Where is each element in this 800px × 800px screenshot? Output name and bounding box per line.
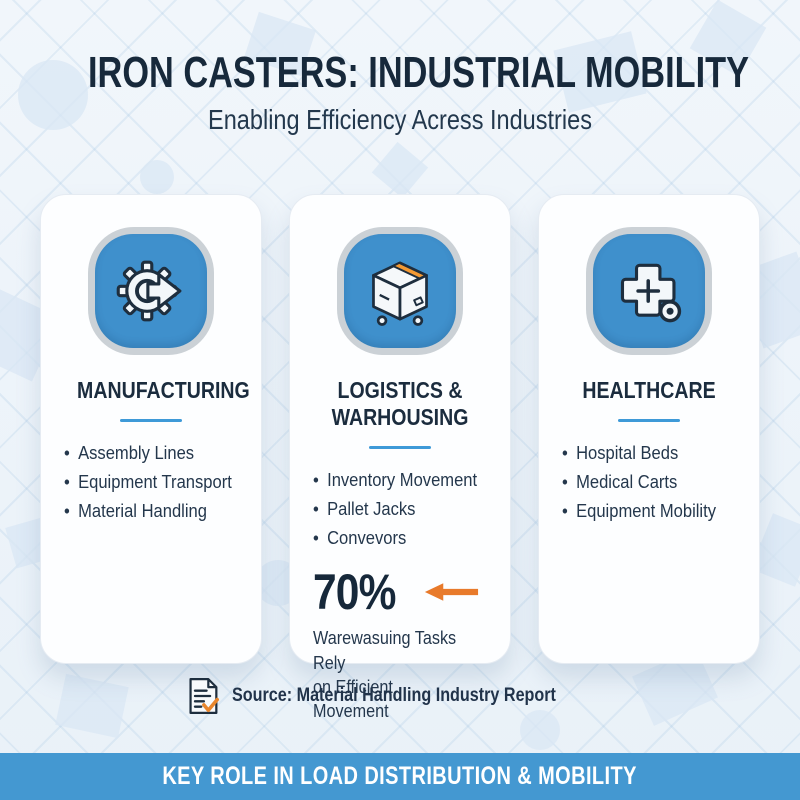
- card-title: LOGISTICS & WARHOUSING: [331, 377, 469, 431]
- left-arrow-icon: [424, 583, 479, 601]
- icon-background: [593, 234, 705, 348]
- background-shape: [140, 160, 174, 194]
- title-underline: [120, 419, 182, 423]
- card-title: HEALTHCARE: [582, 377, 716, 403]
- source-text: Source: Material Handling Industry Repor…: [231, 685, 556, 706]
- industry-cards: MANUFACTURING Assembly Lines Equipment T…: [40, 194, 760, 721]
- bullet-item: Pallet Jacks: [313, 495, 473, 524]
- bullet-item: Equipment Transport: [64, 468, 232, 497]
- title-underline: [369, 446, 431, 450]
- footer-banner-text: KEY ROLE IN LOAD DISTRIBUTION & MOBILITY: [162, 762, 638, 790]
- bullet-item: Assembly Lines: [64, 439, 224, 468]
- title-underline: [618, 419, 680, 423]
- medical-cross-caster-icon: [620, 263, 682, 323]
- header: IRON CASTERS: INDUSTRIAL MOBILITY Enabli…: [0, 48, 800, 136]
- footer-banner: KEY ROLE IN LOAD DISTRIBUTION & MOBILITY: [0, 753, 800, 800]
- bullet-item: Medical Carts: [562, 468, 722, 497]
- bullet-item: Convevors: [313, 524, 473, 553]
- page-subtitle: Enabling Efficiency Acress Industries: [208, 104, 592, 136]
- icon-ring: [88, 227, 214, 355]
- icon-background: [95, 234, 207, 348]
- bullet-item: Material Handling: [64, 497, 224, 526]
- background-shape: [18, 60, 88, 130]
- card-title: MANUFACTURING: [77, 377, 250, 403]
- icon-background: [344, 234, 456, 348]
- stat-row: 70%: [313, 567, 487, 617]
- stat-caption: Warewasuing Tasks Rely on Efficient Move…: [313, 628, 457, 722]
- background-shape: [520, 710, 560, 750]
- bullet-item: Equipment Mobility: [562, 497, 722, 526]
- card-logistics: LOGISTICS & WARHOUSING Inventory Movemen…: [289, 194, 511, 721]
- bullet-item: Hospital Beds: [562, 439, 722, 468]
- card-manufacturing: MANUFACTURING Assembly Lines Equipment T…: [40, 194, 262, 664]
- stat-value: 70%: [313, 564, 396, 621]
- icon-ring: [586, 227, 712, 355]
- source-row: Source: Material Handling Industry Repor…: [0, 676, 800, 716]
- bullet-list: Inventory Movement Pallet Jacks Convevor…: [313, 466, 477, 553]
- bullet-list: Assembly Lines Equipment Transport Mater…: [64, 439, 232, 526]
- shipping-box-casters-icon: [372, 261, 428, 326]
- bullet-item: Inventory Movement: [313, 466, 477, 495]
- gear-arrow-icon: [116, 260, 182, 322]
- bullet-list: Hospital Beds Medical Carts Equipment Mo…: [562, 439, 722, 526]
- page-title: IRON CASTERS: INDUSTRIAL MOBILITY: [88, 48, 749, 97]
- icon-ring: [337, 227, 463, 355]
- document-check-icon: [189, 678, 219, 714]
- background-shape: [371, 141, 429, 199]
- card-healthcare: HEALTHCARE Hospital Beds Medical Carts E…: [538, 194, 760, 664]
